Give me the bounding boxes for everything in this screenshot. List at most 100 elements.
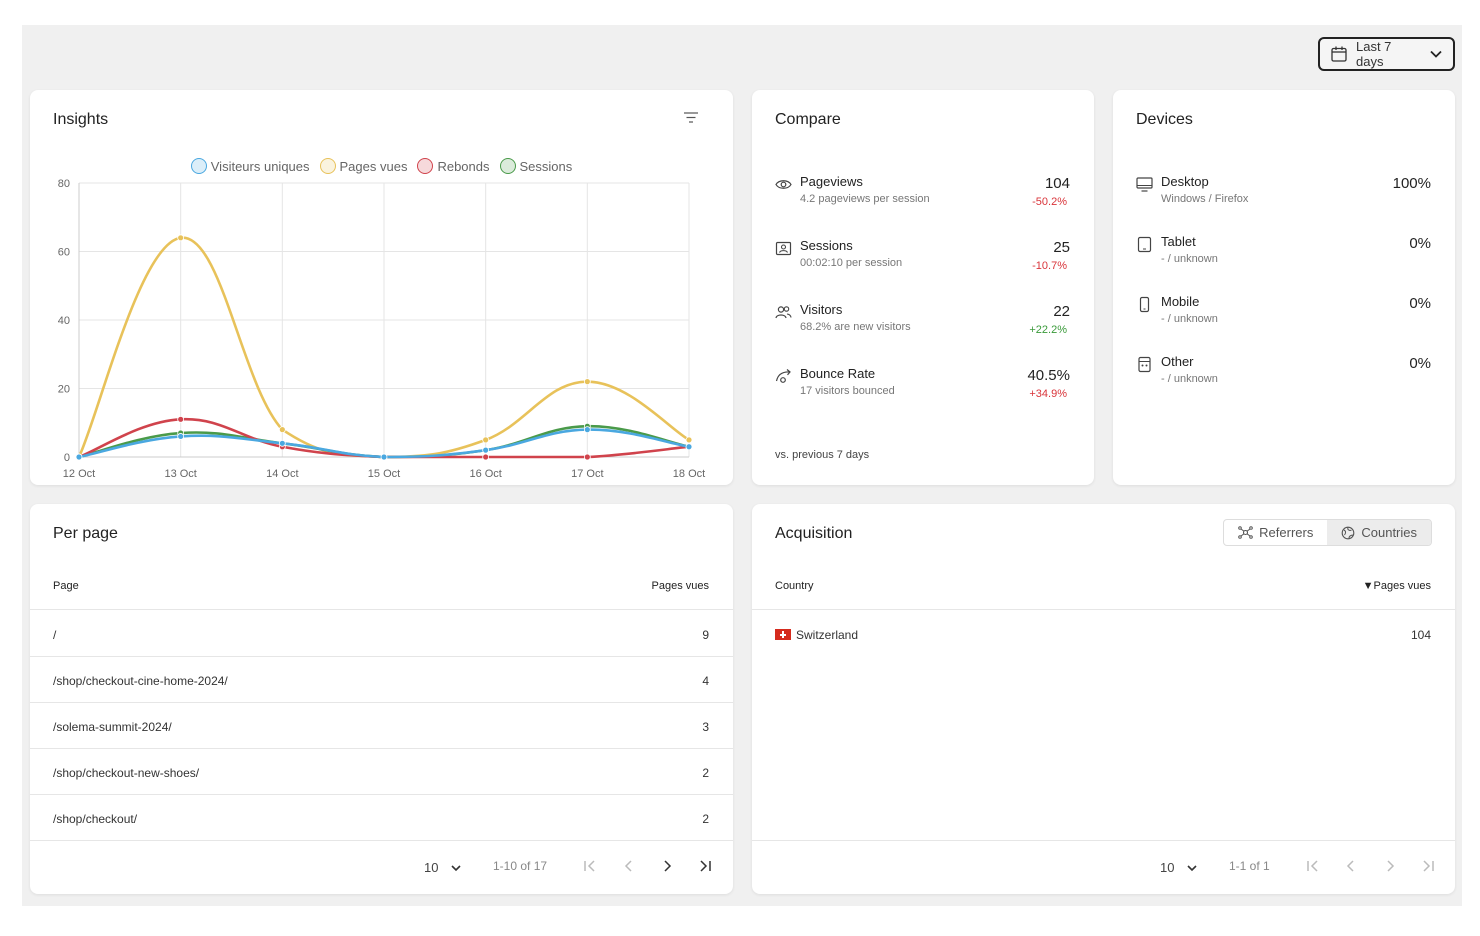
chevron-down-icon [1430,50,1442,58]
compare-value: 40.5% [1027,367,1070,384]
next-page-icon[interactable] [659,858,675,874]
calendar-icon [1331,46,1347,62]
last-page-icon[interactable] [1420,858,1436,874]
compare-title: Compare [775,111,841,128]
legend-label: Rebonds [437,158,490,174]
data-point-visiteurs-uniques [482,446,490,454]
page-path: /shop/checkout-new-shoes/ [53,766,200,780]
column-header-pages-vues[interactable]: Pages vues [651,580,709,592]
y-tick-label: 80 [58,178,70,190]
previous-page-icon[interactable] [1343,858,1359,874]
compare-sub: 00:02:10 per session [800,257,903,269]
device-name: Desktop [1161,174,1209,189]
device-name: Tablet [1161,234,1196,249]
page-views: 3 [702,720,709,734]
table-row[interactable]: /solema-summit-2024/ 3 [30,703,733,749]
other-device-icon [1138,356,1151,373]
page-views: 9 [702,628,709,642]
legend-swatch [319,158,336,174]
sessions-icon [775,241,792,256]
legend-item-sessions[interactable]: Sessions [499,158,572,174]
compare-delta: +22.2% [1029,324,1067,336]
page-path: /solema-summit-2024/ [53,720,172,734]
users-icon [775,306,792,319]
y-tick-label: 40 [58,315,70,327]
last-page-icon[interactable] [697,858,713,874]
page-size-value: 10 [1160,860,1175,875]
table-row[interactable]: /shop/checkout/ 2 [30,795,733,841]
data-point-rebonds [583,453,591,461]
column-header-pages-vues-sorted[interactable]: ▼Pages vues [1362,580,1431,592]
data-point-rebonds [482,453,490,461]
table-row[interactable]: /shop/checkout-new-shoes/ 2 [30,749,733,795]
x-tick-label: 14 Oct [266,468,298,480]
legend-swatch [499,158,516,174]
device-name: Mobile [1161,294,1200,309]
legend-swatch [190,158,207,174]
compare-name: Visitors [800,302,843,317]
country-views: 104 [1410,628,1431,642]
x-tick-label: 13 Oct [164,468,196,480]
page-path: / [53,628,57,642]
compare-value: 22 [1053,303,1070,320]
tablet-icon [1137,236,1152,253]
insights-line-chart: 0 20 40 60 80 12 Oct 13 Oct 14 Oct 15 Oct 16 Oct 1… [58,178,705,480]
device-row-other: Other - / unknown 0% [1136,354,1431,404]
compare-footnote: vs. previous 7 days [775,449,870,461]
legend-item-rebonds[interactable]: Rebonds [417,158,490,174]
first-page-icon[interactable] [582,858,598,874]
desktop-icon [1136,177,1153,192]
page-range: 1-1 of 1 [1229,859,1270,873]
table-header: Country ▼Pages vues [752,574,1455,610]
y-tick-label: 0 [64,452,70,464]
data-point-visiteurs-uniques [278,439,286,447]
tab-label: Countries [1361,525,1417,540]
compare-row-pageviews: Pageviews 4.2 pageviews per session 104 … [775,174,1070,224]
data-point-pages-vues [278,426,286,434]
legend-item-visiteurs[interactable]: Visiteurs uniques [190,158,310,174]
column-header-page[interactable]: Page [53,580,79,592]
pagination: 10 1-10 of 17 [30,840,733,894]
compare-value: 104 [1044,175,1070,192]
page-views: 4 [702,674,709,688]
y-tick-label: 60 [58,247,70,259]
next-page-icon[interactable] [1382,858,1398,874]
data-point-visiteurs-uniques [380,453,388,461]
device-value: 0% [1409,295,1431,312]
compare-name: Sessions [800,238,853,253]
mobile-icon [1139,296,1150,313]
tab-referrers[interactable]: Referrers [1224,520,1327,545]
page-range: 1-10 of 17 [493,859,548,873]
compare-row-visitors: Visitors 68.2% are new visitors 22 +22.2… [775,302,1070,352]
device-sub: - / unknown [1161,373,1218,385]
acquisition-tabs: Referrers Countries [1223,519,1432,546]
x-tick-label: 17 Oct [571,468,603,480]
table-header: Page Pages vues [30,574,733,610]
insights-title: Insights [53,111,109,128]
column-header-country[interactable]: Country [775,580,814,592]
table-row[interactable]: Switzerland 104 [752,611,1455,657]
swiss-flag-icon [775,629,791,640]
previous-page-icon[interactable] [621,858,637,874]
page-size-select[interactable]: 10 [1160,860,1198,875]
compare-delta: -10.7% [1032,260,1067,272]
devices-card: Devices Desktop Windows / Firefox 100% T… [1113,90,1455,485]
device-sub: - / unknown [1161,313,1218,325]
referrers-icon [1238,526,1253,539]
legend-item-pages-vues[interactable]: Pages vues [319,158,408,174]
data-point-visiteurs-uniques [583,426,591,434]
acquisition-card: Acquisition Referrers Countries [752,504,1455,894]
compare-name: Bounce Rate [800,366,876,381]
table-row[interactable]: / 9 [30,611,733,657]
filter-icon[interactable] [683,111,699,125]
device-value: 100% [1392,175,1431,192]
tab-countries[interactable]: Countries [1327,520,1431,545]
legend-label: Pages vues [339,158,408,174]
compare-row-sessions: Sessions 00:02:10 per session 25 -10.7% [775,238,1070,288]
first-page-icon[interactable] [1305,858,1321,874]
data-point-pages-vues [177,234,185,242]
device-row-tablet: Tablet - / unknown 0% [1136,234,1431,284]
date-range-button[interactable]: Last 7 days [1318,37,1455,71]
table-row[interactable]: /shop/checkout-cine-home-2024/ 4 [30,657,733,703]
page-size-select[interactable]: 10 [424,860,462,875]
